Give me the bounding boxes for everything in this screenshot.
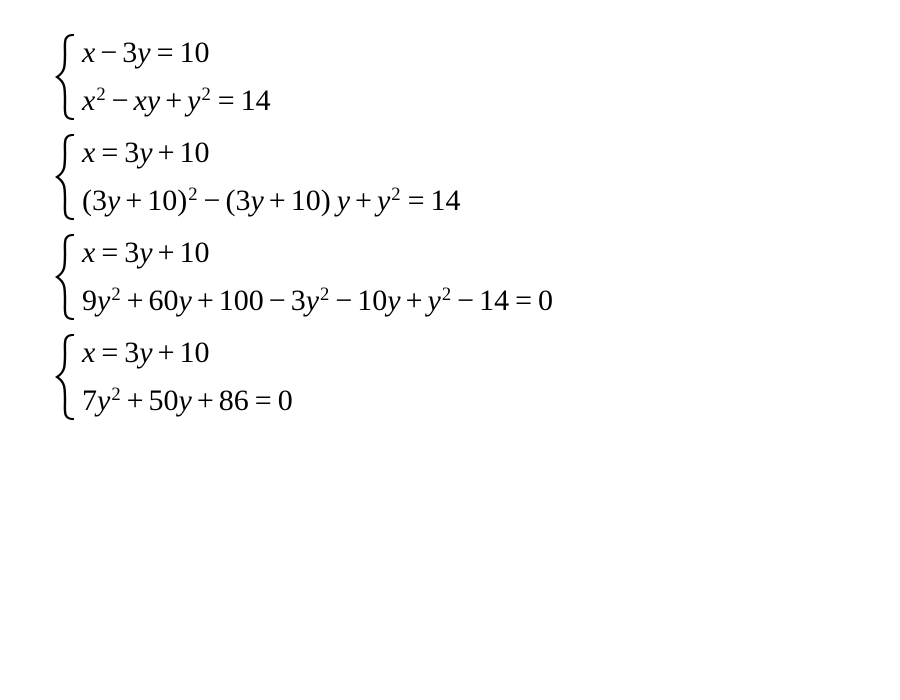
equation-1-line-1: x−3y=10 — [82, 38, 872, 68]
equation-3-line-2: 9y2+60y+100−3y2−10y+y2−14=0 — [82, 286, 872, 316]
brace-icon — [54, 334, 78, 420]
brace-icon — [54, 234, 78, 320]
equation-3-line-1: x=3y+10 — [82, 238, 872, 268]
equation-4-line-2: 7y2+50y+86=0 — [82, 386, 872, 416]
equation-system-1: x−3y=10 x2−xy+y2=14 — [60, 38, 872, 116]
brace-icon — [54, 34, 78, 120]
equation-2-line-1: x=3y+10 — [82, 138, 872, 168]
equation-system-2: x=3y+10 (3y+10)2−(3y+10)y+y2=14 — [60, 138, 872, 216]
math-page: x−3y=10 x2−xy+y2=14 x=3y+10 (3y+10)2−(3y… — [0, 0, 900, 466]
equation-2-line-2: (3y+10)2−(3y+10)y+y2=14 — [82, 186, 872, 216]
equation-1-line-2: x2−xy+y2=14 — [82, 86, 872, 116]
equation-system-3: x=3y+10 9y2+60y+100−3y2−10y+y2−14=0 — [60, 238, 872, 316]
brace-icon — [54, 134, 78, 220]
equation-system-4: x=3y+10 7y2+50y+86=0 — [60, 338, 872, 416]
equation-4-line-1: x=3y+10 — [82, 338, 872, 368]
